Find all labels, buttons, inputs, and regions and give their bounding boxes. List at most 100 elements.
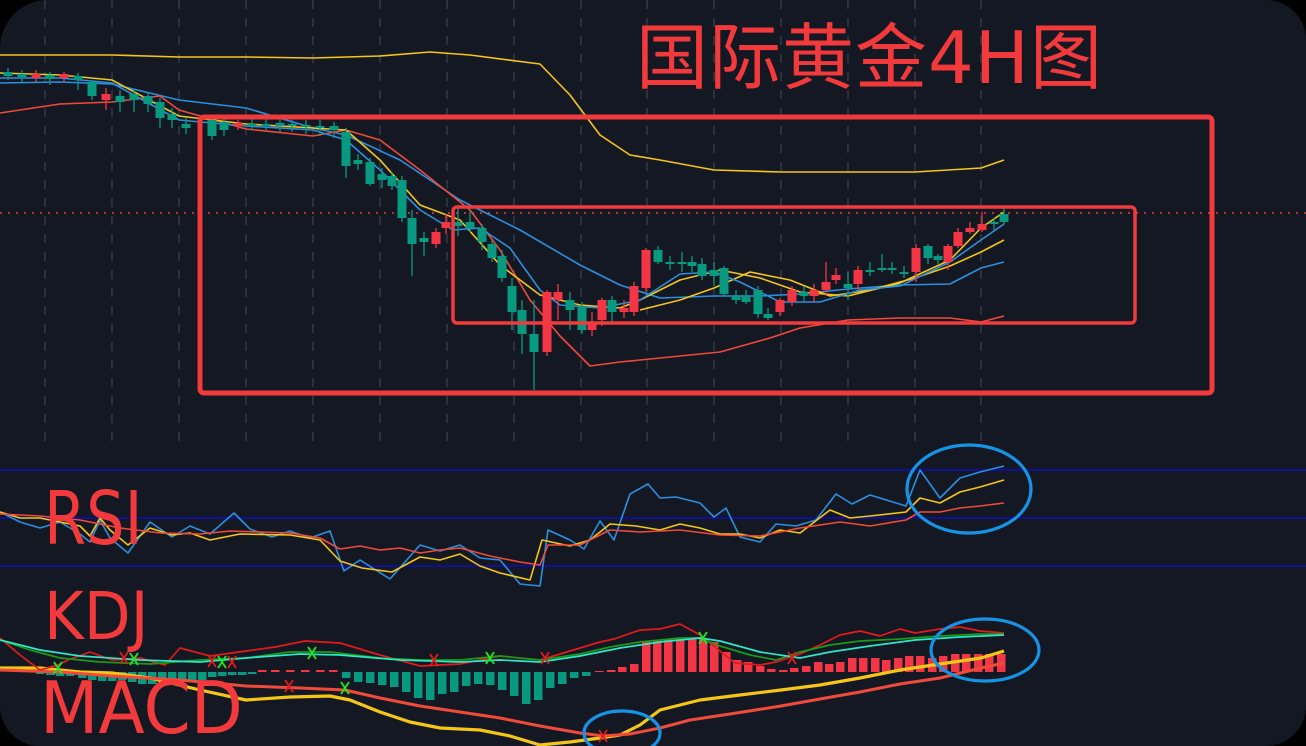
macd-bar-positive: [814, 662, 823, 672]
golden-cross-marker: [698, 631, 708, 645]
annotation-box: [451, 205, 1137, 325]
candle-body: [943, 246, 953, 262]
candle-body: [587, 322, 597, 330]
macd-bar-negative: [46, 672, 55, 675]
candle-body: [407, 218, 417, 244]
candle-body: [865, 270, 875, 272]
macd-bar-negative: [88, 672, 97, 680]
candle-body: [899, 272, 909, 274]
macd-bar-positive: [642, 642, 651, 672]
candle-body: [831, 275, 841, 280]
macd-bar-negative: [450, 672, 459, 692]
rsi-label: RSI: [44, 476, 143, 562]
macd-bar-positive: [802, 666, 811, 672]
annotation-ellipse: [905, 443, 1033, 535]
macd-bar-positive: [836, 662, 845, 672]
candle-body: [329, 126, 339, 130]
candle-body: [911, 248, 921, 272]
candle-body: [275, 123, 285, 126]
candle-body: [477, 228, 487, 242]
candle-body: [763, 314, 773, 318]
candle-body: [181, 124, 191, 128]
candle-body: [607, 300, 617, 312]
macd-bar-negative: [208, 672, 217, 677]
macd-bar-negative: [582, 672, 591, 676]
candle-body: [377, 174, 387, 180]
macd-bar-negative: [474, 672, 483, 684]
dif-line: [0, 649, 1005, 746]
macd-bar-positive: [699, 639, 708, 672]
candle-body: [933, 256, 943, 260]
kdj-label: KDJ: [44, 578, 149, 655]
candle-body: [629, 286, 639, 312]
candle-body: [597, 300, 607, 320]
macd-label: MACD: [40, 666, 243, 746]
candle-body: [565, 300, 575, 310]
death-cross-marker: [227, 655, 237, 669]
macd-bar-negative: [462, 672, 471, 686]
macd-bar-negative: [570, 672, 579, 678]
candle-body: [315, 126, 325, 128]
annotation-ellipse: [582, 709, 662, 746]
candle-body: [853, 270, 863, 284]
macd-bar-positive: [848, 658, 857, 672]
macd-bar-positive: [688, 639, 697, 672]
candle-body: [877, 268, 887, 270]
candle-body: [115, 96, 125, 102]
candle-body: [887, 268, 897, 270]
macd-bar-positive: [710, 642, 719, 672]
macd-bar-negative: [534, 672, 543, 700]
chart-title: 国际黄金4H图: [636, 16, 1103, 100]
macd-bar-positive: [607, 670, 616, 672]
macd-bar-negative: [546, 672, 555, 688]
candle-body: [497, 256, 507, 278]
candle-body: [953, 232, 963, 246]
candle-body: [45, 75, 55, 79]
kdj-j-line: [0, 634, 1005, 663]
candle-body: [731, 296, 741, 300]
candle-body: [653, 250, 663, 262]
macd-bar-negative: [390, 672, 399, 687]
macd-bar-negative: [426, 672, 435, 700]
rsi12-line: [0, 479, 1005, 581]
macd-bar-positive: [286, 670, 295, 672]
macd-bar-negative: [414, 672, 423, 698]
golden-cross-marker: [217, 655, 227, 669]
macd-bar-positive: [595, 671, 604, 672]
golden-cross-marker: [485, 651, 495, 665]
macd-bar-positive: [905, 656, 914, 672]
macd-bar-positive: [676, 639, 685, 672]
candle-body: [677, 262, 687, 264]
macd-bar-positive: [630, 664, 639, 672]
candle-body: [487, 244, 497, 258]
candle-body: [17, 74, 27, 77]
macd-bar-negative: [378, 672, 387, 685]
candle-body: [697, 264, 707, 276]
candle-body: [999, 214, 1009, 222]
macd-bar-positive: [859, 658, 868, 672]
candle-body: [553, 292, 563, 300]
ma_slow-line: [639, 239, 1005, 311]
candle-body: [577, 306, 587, 330]
candle-body: [3, 72, 13, 76]
bollinger_upper-line: [0, 51, 1005, 173]
candle-body: [431, 232, 441, 244]
annotation-box: [197, 114, 1215, 396]
candle-body: [419, 238, 429, 242]
macd-histogram: [36, 639, 1006, 704]
macd-bar-positive: [744, 662, 753, 672]
macd-bar-positive: [985, 654, 994, 672]
candle-body: [207, 120, 217, 136]
macd-bar-negative: [178, 672, 187, 682]
macd-bar-negative: [522, 672, 531, 704]
macd-bar-positive: [756, 666, 765, 672]
candle-body: [753, 290, 763, 314]
candle-body: [247, 124, 257, 126]
candle-body: [965, 228, 975, 232]
macd-bar-positive: [301, 670, 310, 672]
candle-body: [719, 268, 729, 294]
macd-bar-positive: [974, 654, 983, 672]
candle-body: [129, 94, 139, 100]
macd-bar-negative: [228, 672, 237, 675]
